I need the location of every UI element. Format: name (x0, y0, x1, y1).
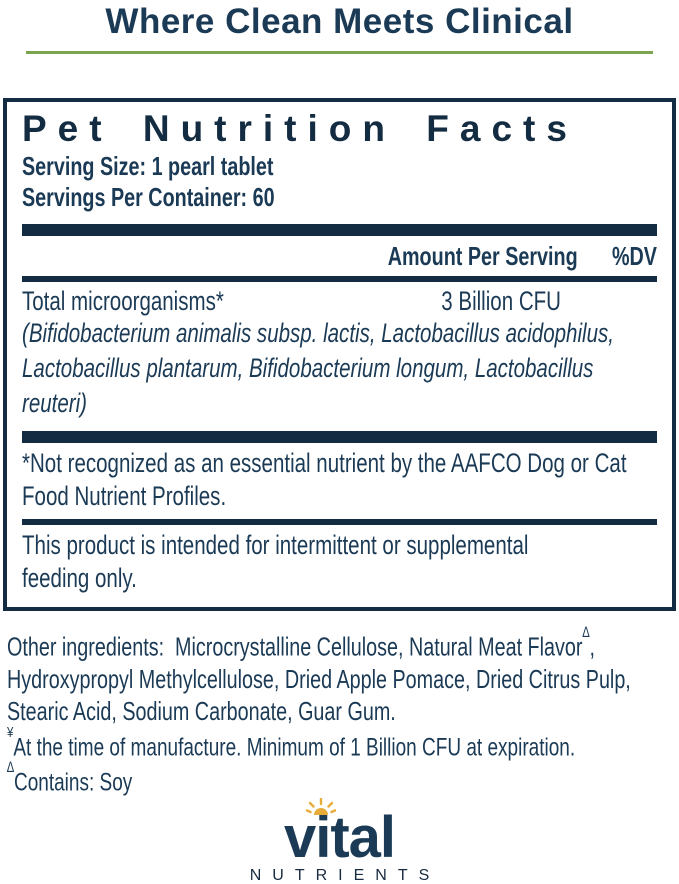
amount-per-serving-header: Amount Per Serving (387, 241, 578, 271)
manufacture-text: At the time of manufacture. Minimum of 1… (13, 732, 576, 761)
species-line: reuteri) (22, 388, 88, 418)
tagline-heading: Where Clean Meets Clinical (105, 2, 574, 41)
separator-bar-middle (22, 431, 657, 443)
aafco-note-line: *Not recognized as an essential nutrient… (22, 448, 627, 478)
facts-header-row: Amount Per Serving %DV (22, 236, 657, 276)
species-line: Lactobacillus plantarum, Bifidobacterium… (22, 353, 594, 383)
feeding-note-line: This product is intended for intermitten… (22, 530, 529, 560)
contains-text: Contains: Soy (13, 768, 133, 797)
manufacture-footnote: ¥At the time of manufacture. Minimum of … (7, 723, 575, 762)
other-ingredients-line2: Hydroxypropyl Methylcellulose, Dried App… (7, 663, 631, 694)
other-ingredients-text: , (589, 631, 595, 662)
brand-logo: vital NUTRIENTS (0, 798, 679, 884)
other-ingredients-line3: Stearic Acid, Sodium Carbonate, Guar Gum… (7, 695, 396, 726)
other-ingredients-line1: Other ingredients: Microcrystalline Cell… (7, 624, 595, 663)
nutrient-name: Total microorganisms* (22, 286, 224, 316)
nutrient-row: Total microorganisms* 3 Billion CFU (22, 282, 657, 316)
panel-title: Pet Nutrition Facts (22, 108, 578, 149)
nutrient-amount: 3 Billion CFU (441, 286, 561, 316)
header-rule (22, 276, 657, 282)
species-line: (Bifidobacterium animalis subsp. lactis,… (22, 318, 614, 348)
other-ingredients: Other ingredients: Microcrystalline Cell… (7, 624, 679, 727)
servings-per-container: Servings Per Container: 60 (22, 182, 275, 212)
pet-nutrition-facts-panel: Pet Nutrition Facts Serving Size: 1 pear… (3, 98, 676, 611)
aafco-note-line: Food Nutrient Profiles. (22, 481, 227, 511)
allergen-marker: ∆ (582, 624, 590, 641)
separator-bar-top (22, 224, 657, 236)
species-list: (Bifidobacterium animalis subsp. lactis,… (22, 316, 657, 423)
other-ingredients-text: Other ingredients: Microcrystalline Cell… (7, 631, 583, 662)
footnotes: ¥At the time of manufacture. Minimum of … (7, 723, 679, 798)
sun-icon (305, 798, 336, 816)
logo-wordmark-wrap: vital (284, 798, 396, 867)
contains-marker: ∆ (7, 758, 14, 776)
note-rule (22, 519, 657, 525)
tagline-divider (26, 51, 653, 54)
contains-footnote: ∆Contains: Soy (7, 758, 518, 797)
aafco-note: *Not recognized as an essential nutrient… (22, 443, 657, 519)
logo-subtext: NUTRIENTS (249, 867, 441, 884)
manufacture-marker: ¥ (7, 723, 14, 741)
feeding-note-line: feeding only. (22, 563, 137, 593)
feeding-note: This product is intended for intermitten… (22, 525, 657, 601)
logo-wordmark: vital (283, 805, 396, 871)
dv-header: %DV (611, 241, 657, 271)
serving-size: Serving Size: 1 pearl tablet (22, 151, 274, 181)
